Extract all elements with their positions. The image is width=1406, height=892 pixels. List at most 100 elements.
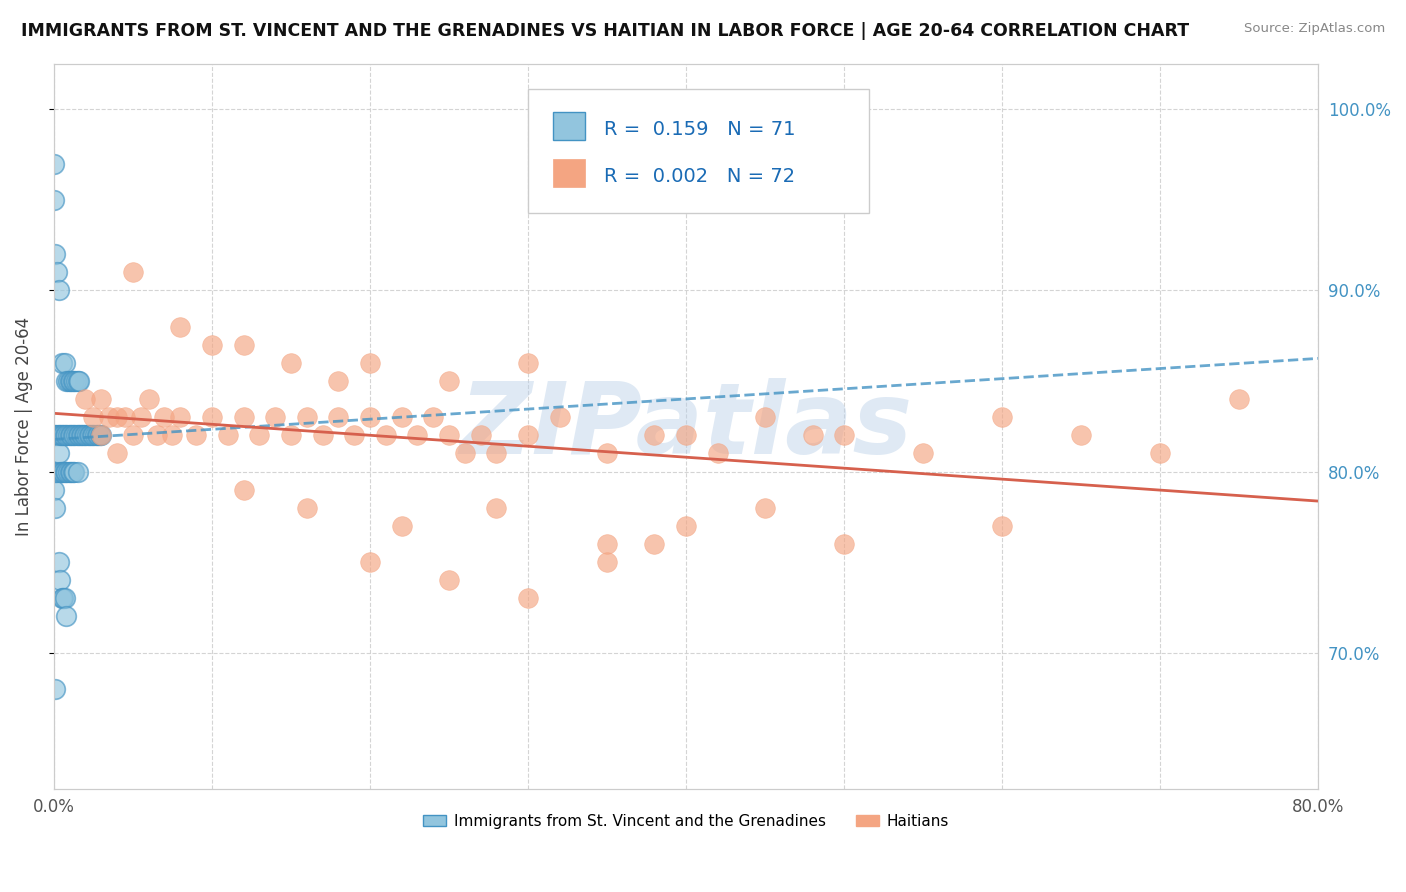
Point	[232, 338, 254, 352]
Point	[60, 465, 83, 479]
Point	[44, 681, 66, 696]
Point	[89, 428, 111, 442]
Text: R =  0.159   N = 71: R = 0.159 N = 71	[603, 120, 796, 139]
Point	[46, 428, 69, 442]
Point	[49, 573, 72, 587]
Point	[328, 410, 350, 425]
Point	[548, 410, 571, 425]
Point	[391, 519, 413, 533]
Point	[169, 410, 191, 425]
Point	[63, 374, 86, 388]
Point	[69, 428, 91, 442]
Point	[66, 374, 89, 388]
Point	[359, 410, 381, 425]
Point	[232, 483, 254, 497]
Point	[1149, 446, 1171, 460]
Point	[44, 500, 66, 515]
Point	[75, 392, 97, 406]
Point	[44, 247, 66, 261]
Point	[66, 428, 89, 442]
Point	[145, 428, 167, 442]
Point	[72, 428, 94, 442]
Text: IMMIGRANTS FROM ST. VINCENT AND THE GRENADINES VS HAITIAN IN LABOR FORCE | AGE 2: IMMIGRANTS FROM ST. VINCENT AND THE GREN…	[21, 22, 1189, 40]
Point	[55, 465, 77, 479]
Point	[62, 428, 84, 442]
Point	[991, 519, 1014, 533]
Point	[437, 428, 460, 442]
Point	[62, 465, 84, 479]
Point	[55, 609, 77, 624]
Point	[912, 446, 935, 460]
Point	[42, 428, 65, 442]
Point	[51, 465, 73, 479]
Point	[359, 555, 381, 569]
Text: ZIPatlas: ZIPatlas	[460, 378, 912, 475]
Point	[280, 356, 302, 370]
Point	[675, 428, 697, 442]
Point	[56, 374, 79, 388]
Text: Source: ZipAtlas.com: Source: ZipAtlas.com	[1244, 22, 1385, 36]
Point	[217, 428, 239, 442]
Point	[59, 465, 82, 479]
Point	[374, 428, 396, 442]
Point	[129, 410, 152, 425]
Point	[517, 591, 540, 606]
Point	[55, 374, 77, 388]
Point	[75, 428, 97, 442]
Point	[706, 446, 728, 460]
Point	[343, 428, 366, 442]
Point	[991, 410, 1014, 425]
Point	[48, 555, 70, 569]
FancyBboxPatch shape	[554, 112, 585, 140]
Point	[51, 356, 73, 370]
Point	[485, 446, 508, 460]
Point	[53, 591, 76, 606]
Point	[232, 410, 254, 425]
Point	[832, 428, 855, 442]
Point	[311, 428, 333, 442]
Point	[48, 446, 70, 460]
Point	[82, 428, 104, 442]
Point	[65, 428, 87, 442]
Point	[201, 410, 224, 425]
Y-axis label: In Labor Force | Age 20-64: In Labor Force | Age 20-64	[15, 317, 32, 536]
Point	[295, 410, 318, 425]
Point	[46, 265, 69, 279]
Point	[437, 374, 460, 388]
Point	[105, 446, 128, 460]
Point	[454, 446, 477, 460]
Point	[169, 319, 191, 334]
Point	[596, 555, 619, 569]
Point	[42, 156, 65, 170]
Point	[63, 428, 86, 442]
FancyBboxPatch shape	[529, 89, 869, 212]
Point	[643, 428, 665, 442]
Point	[44, 428, 66, 442]
Point	[280, 428, 302, 442]
Point	[98, 410, 121, 425]
Point	[596, 537, 619, 551]
Point	[517, 356, 540, 370]
Point	[359, 356, 381, 370]
Point	[51, 428, 73, 442]
Point	[295, 500, 318, 515]
Point	[422, 410, 444, 425]
Point	[121, 265, 143, 279]
Point	[517, 428, 540, 442]
Point	[84, 428, 107, 442]
Point	[754, 410, 776, 425]
Point	[53, 356, 76, 370]
Point	[114, 410, 136, 425]
Point	[51, 591, 73, 606]
Point	[328, 374, 350, 388]
Point	[55, 428, 77, 442]
Point	[67, 428, 90, 442]
Point	[82, 410, 104, 425]
Point	[59, 374, 82, 388]
Point	[66, 465, 89, 479]
Point	[53, 428, 76, 442]
Point	[77, 428, 100, 442]
Point	[63, 465, 86, 479]
Point	[53, 465, 76, 479]
Point	[801, 428, 824, 442]
